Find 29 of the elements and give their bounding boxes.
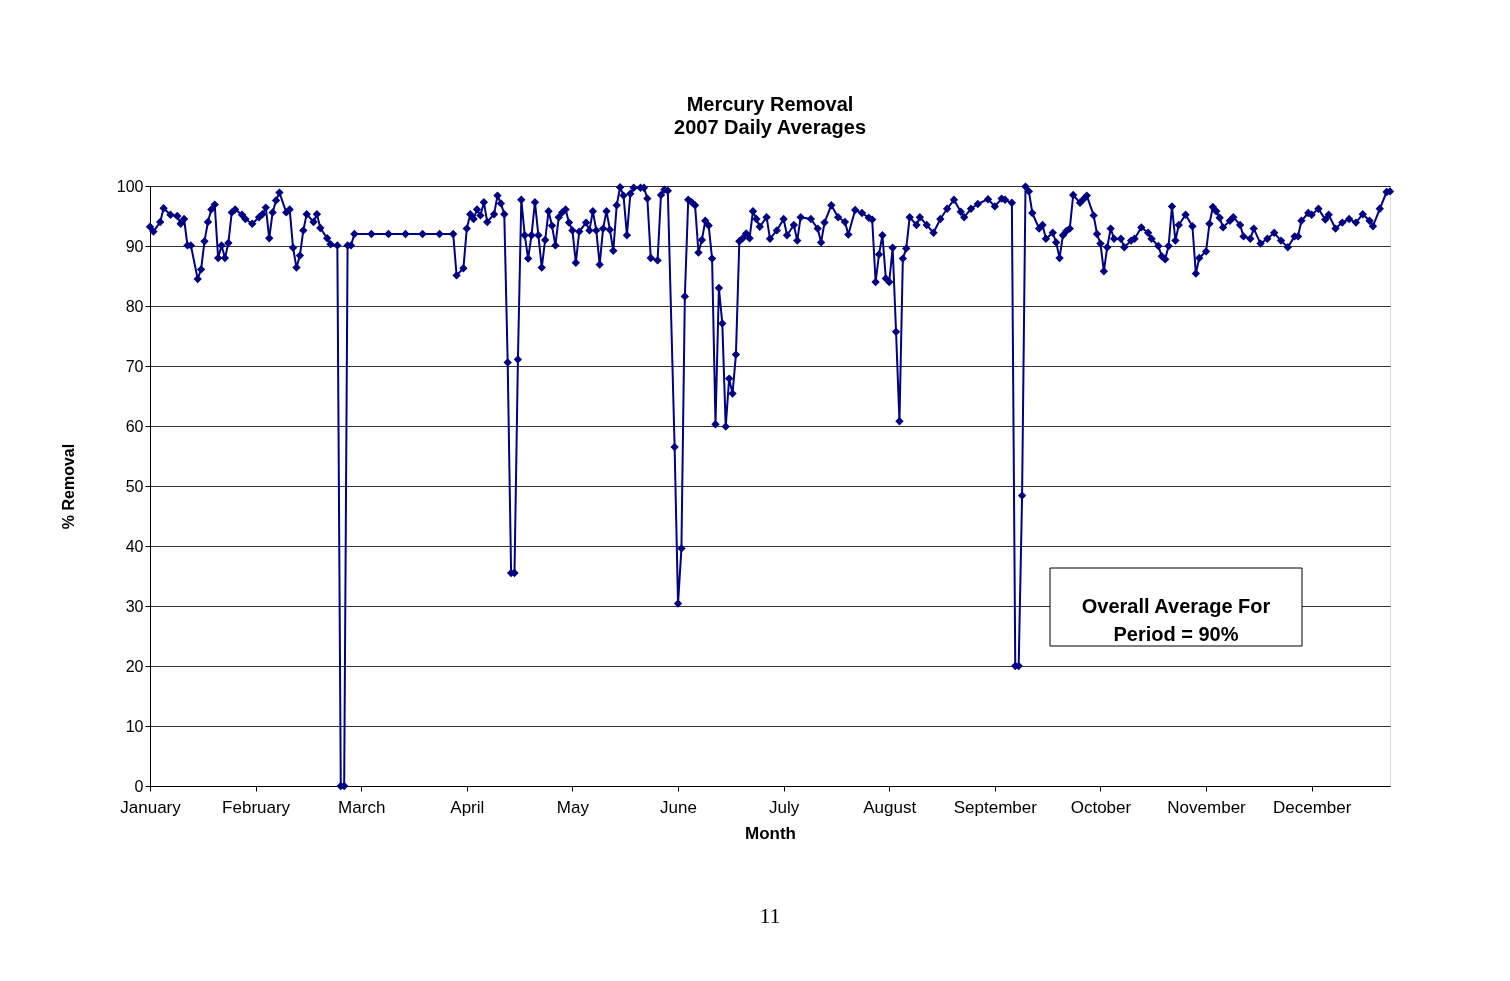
x-axis-title: Month	[745, 823, 796, 843]
y-tick-label: 90	[125, 237, 144, 255]
x-tick-label: June	[660, 797, 697, 817]
y-tick-label: 30	[125, 597, 144, 615]
y-tick-label: 100	[116, 177, 144, 195]
y-axis-title: % Removal	[59, 443, 77, 530]
y-tick-label: 50	[125, 477, 144, 495]
x-tick-label: March	[338, 797, 386, 817]
y-tick-label: 60	[125, 417, 144, 435]
y-tick-label: 70	[125, 357, 144, 375]
x-tick-label: February	[222, 797, 291, 817]
x-tick-label: September	[953, 797, 1038, 817]
x-tick-label: August	[863, 797, 917, 817]
annotation: Overall Average For Period = 90%	[1081, 595, 1271, 645]
x-tick-label: April	[450, 797, 485, 817]
y-tick-label: 20	[125, 657, 144, 675]
chart-title: Mercury Removal	[686, 93, 854, 115]
chart-subtitle: 2007 Daily Averages	[674, 116, 866, 138]
y-tick-label: 10	[125, 717, 144, 735]
x-tick-label: October	[1070, 797, 1132, 817]
x-tick-label: December	[1272, 797, 1352, 817]
y-tick-label: 0	[134, 777, 144, 795]
x-tick-label: January	[120, 797, 182, 817]
x-tick-label: July	[769, 797, 800, 817]
x-tick-label: November	[1167, 797, 1247, 817]
y-tick-label: 80	[125, 297, 144, 315]
y-tick-label: 40	[125, 537, 144, 555]
x-tick-label: May	[556, 797, 590, 817]
text: 11	[759, 903, 781, 928]
